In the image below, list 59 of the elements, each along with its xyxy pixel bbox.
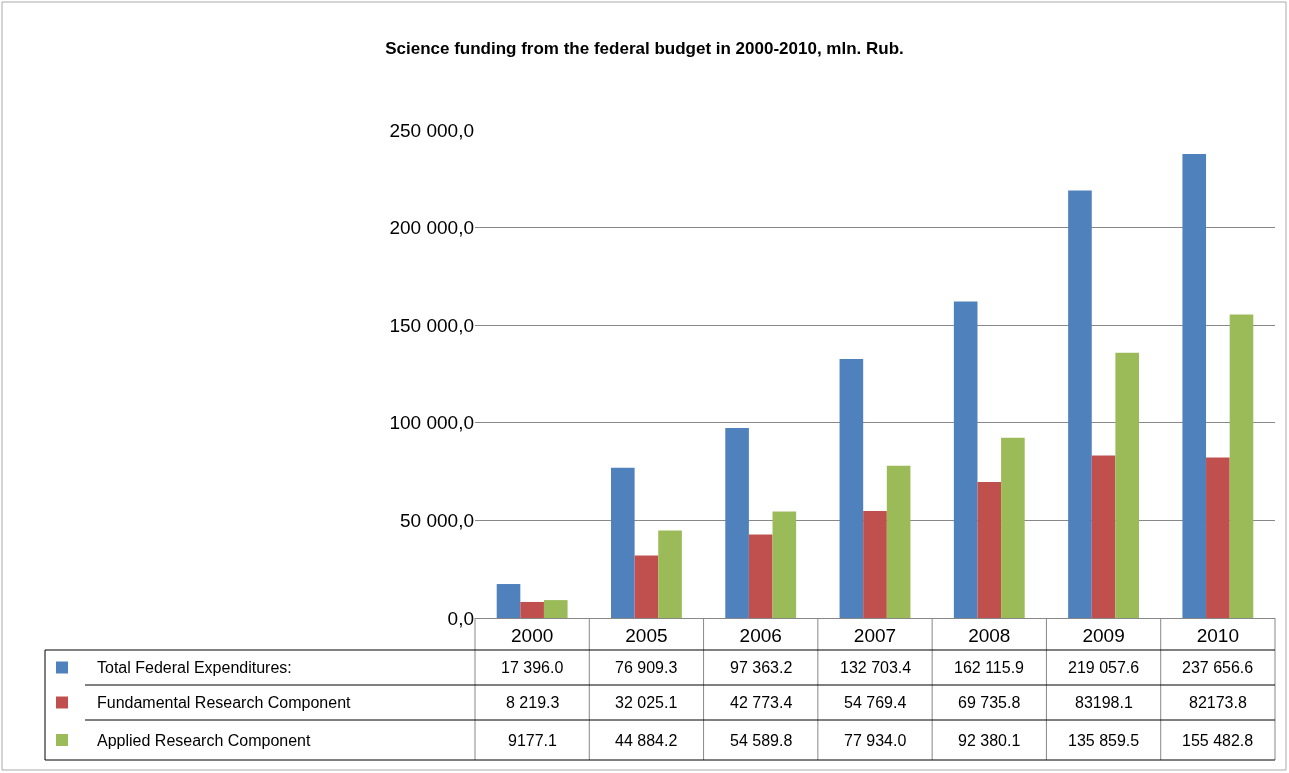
- data-label: 237 656.6: [1182, 659, 1254, 676]
- bar: [634, 555, 659, 618]
- data-label: 76 909.3: [615, 659, 678, 676]
- bar: [1115, 352, 1139, 618]
- legend-label: Total Federal Expenditures:: [97, 659, 292, 676]
- x-tick-label: 2007: [853, 624, 897, 646]
- data-label: 44 884.2: [615, 732, 678, 749]
- data-label: 132 703.4: [840, 659, 912, 676]
- bar: [1182, 154, 1207, 618]
- data-label: 162 115.9: [954, 659, 1025, 676]
- bar: [748, 534, 773, 618]
- bar: [520, 601, 544, 618]
- bar: [1001, 437, 1025, 618]
- bar: [611, 467, 635, 618]
- data-label: 77 934.0: [844, 732, 907, 749]
- bar: [658, 530, 682, 618]
- y-tick-label: 50 000,0: [400, 510, 474, 532]
- data-label: 82173.8: [1189, 694, 1247, 711]
- data-label: 54 769.4: [844, 694, 907, 711]
- x-tick-label: 2008: [968, 624, 1011, 646]
- x-tick-label: 2010: [1196, 624, 1239, 646]
- x-tick-label: 2006: [739, 624, 782, 646]
- x-tick-label: 2000: [511, 624, 554, 646]
- legend-label: Fundamental Research Component: [97, 694, 352, 711]
- y-tick-label: 150 000,0: [389, 314, 474, 336]
- y-tick-label: 250 000,0: [389, 119, 474, 141]
- bar: [543, 600, 568, 618]
- legend-label: Applied Research Component: [97, 732, 312, 749]
- data-label: 32 025.1: [615, 694, 678, 711]
- bar: [496, 584, 521, 618]
- data-label: 17 396.0: [501, 659, 564, 676]
- bar: [977, 481, 1002, 618]
- data-label: 155 482.8: [1182, 732, 1254, 749]
- data-label: 9177.1: [508, 732, 558, 749]
- data-label: 97 363.2: [730, 659, 793, 676]
- bar: [863, 511, 887, 618]
- x-tick-label: 2009: [1082, 624, 1125, 646]
- x-tick-label: 2005: [625, 624, 668, 646]
- data-label: 8 219.3: [506, 694, 560, 711]
- data-label: 83198.1: [1075, 694, 1133, 711]
- bar: [953, 301, 978, 618]
- bar: [725, 427, 749, 618]
- bar: [1229, 314, 1254, 618]
- bar: [839, 358, 864, 618]
- bar: [1068, 190, 1092, 618]
- y-tick-label: 100 000,0: [389, 412, 474, 434]
- chart-title: Science funding from the federal budget in 2000-2010, mln. Rub.: [385, 38, 904, 58]
- data-label: 135 859.5: [1068, 732, 1140, 749]
- data-label: 54 589.8: [730, 732, 793, 749]
- data-label: 42 773.4: [730, 694, 793, 711]
- bar: [1091, 455, 1116, 618]
- bar: [1206, 457, 1230, 618]
- y-tick-label: 200 000,0: [389, 217, 474, 239]
- data-label: 92 380.1: [958, 732, 1021, 749]
- bar: [772, 511, 797, 618]
- data-label: 219 057.6: [1068, 659, 1140, 676]
- data-label: 69 735.8: [958, 694, 1021, 711]
- y-tick-label: 0,0: [447, 607, 474, 629]
- bar: [886, 465, 911, 618]
